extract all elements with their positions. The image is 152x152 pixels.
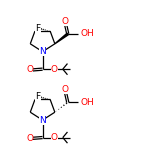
Text: O: O xyxy=(26,134,33,143)
Text: OH: OH xyxy=(81,98,95,107)
Text: O: O xyxy=(26,65,33,74)
Text: O: O xyxy=(51,133,58,142)
Text: F: F xyxy=(35,24,41,33)
Text: N: N xyxy=(39,47,46,56)
Text: O: O xyxy=(51,65,58,74)
Text: F: F xyxy=(35,92,41,101)
Text: N: N xyxy=(39,116,46,125)
Text: O: O xyxy=(62,17,69,26)
Text: O: O xyxy=(62,85,69,94)
Polygon shape xyxy=(55,33,68,44)
Text: OH: OH xyxy=(81,29,95,38)
